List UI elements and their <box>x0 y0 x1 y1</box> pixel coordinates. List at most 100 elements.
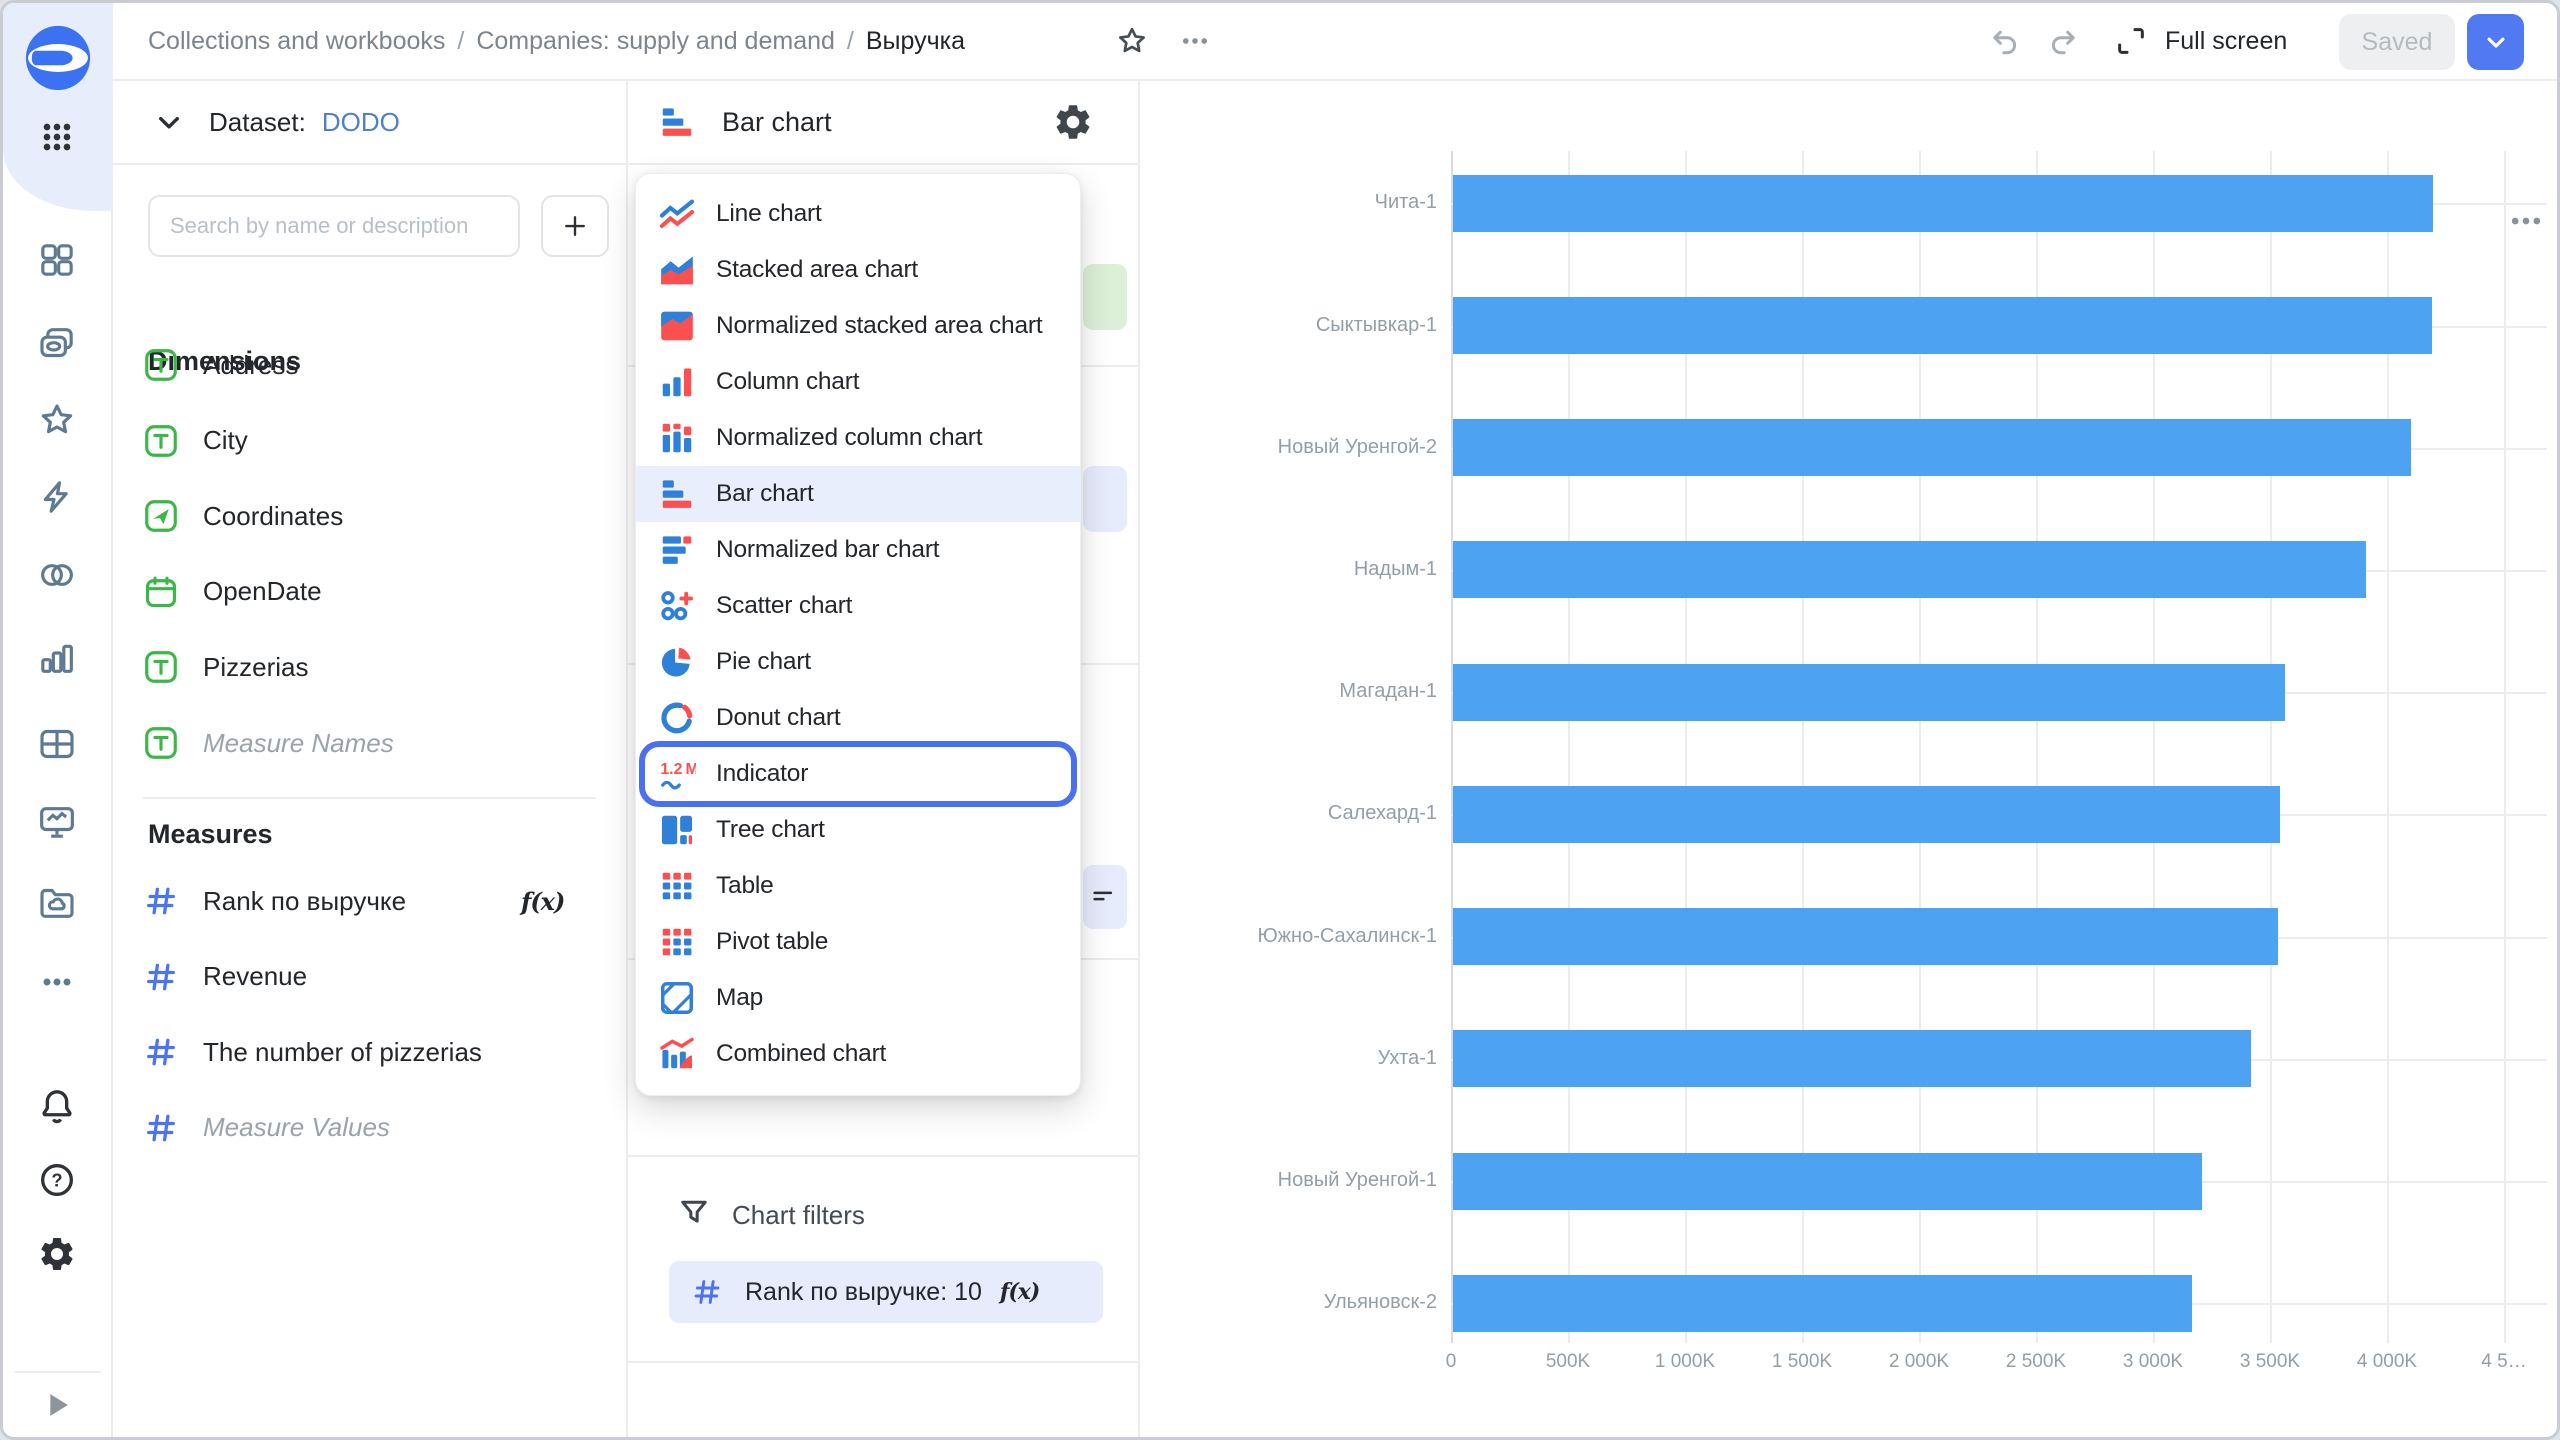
saved-button[interactable]: Saved <box>2339 14 2455 70</box>
folder-cloud-icon[interactable] <box>29 875 85 931</box>
bar-Магадан-1[interactable] <box>1453 664 2285 721</box>
menu-item-table[interactable]: Table <box>636 858 1080 914</box>
menu-item-scatter-chart[interactable]: Scatter chart <box>636 578 1080 634</box>
category-label: Ухта-1 <box>1155 1047 1437 1070</box>
search-input[interactable] <box>148 195 520 257</box>
menu-item-pie-chart[interactable]: Pie chart <box>636 634 1080 690</box>
menu-item-line-chart[interactable]: Line chart <box>636 186 1080 242</box>
bar-Сыктывкар-1[interactable] <box>1453 297 2432 354</box>
bar-Новый Уренгой-1[interactable] <box>1453 1153 2202 1210</box>
undo-icon[interactable] <box>1981 17 2029 65</box>
redo-icon[interactable] <box>2039 17 2087 65</box>
bar-Южно-Сахалинск-1[interactable] <box>1453 908 2278 965</box>
fullscreen-label[interactable]: Full screen <box>2165 3 2287 79</box>
date-field-icon <box>143 574 179 610</box>
field-item[interactable]: OpenDate <box>131 563 608 621</box>
top-bar: Collections and workbooks / Companies: sup… <box>113 3 2557 81</box>
chart-filters-header: Chart filters <box>676 1187 865 1243</box>
widgets-icon[interactable] <box>29 232 85 288</box>
menu-item-label: Normalized stacked area chart <box>716 312 1042 340</box>
number-field-icon <box>143 959 179 995</box>
filter-pill[interactable]: Rank по выручке: 10 f(x) <box>669 1261 1103 1323</box>
number-field-icon <box>143 1034 179 1070</box>
sort-pill-partial <box>1083 865 1127 929</box>
combined-chart-icon <box>658 1035 696 1073</box>
category-label: Новый Уренгой-2 <box>1155 436 1437 459</box>
chevron-down-icon[interactable] <box>151 104 187 140</box>
favorites-icon[interactable] <box>29 392 85 448</box>
save-menu-button[interactable] <box>2467 14 2524 70</box>
dataset-label: Dataset: <box>209 107 306 138</box>
datalens-logo[interactable] <box>23 23 93 93</box>
svg-text:1.2 M: 1.2 M <box>660 761 696 778</box>
chart-type-label: Bar chart <box>722 107 832 138</box>
help-icon[interactable]: ? <box>29 1152 85 1208</box>
number-field-icon <box>143 883 179 919</box>
field-item[interactable]: Rank по выручке f(x) <box>131 872 608 930</box>
menu-item-column-chart[interactable]: Column chart <box>636 354 1080 410</box>
text-field-icon <box>143 649 179 685</box>
formula-badge: f(x) <box>1000 1279 1039 1305</box>
star-icon[interactable] <box>1108 17 1156 65</box>
collections-icon[interactable] <box>29 315 85 371</box>
menu-item-map[interactable]: Map <box>636 970 1080 1026</box>
monitor-chart-icon[interactable] <box>29 794 85 850</box>
breadcrumb-segment[interactable]: Companies: supply and demand <box>476 27 835 56</box>
field-label: The number of pizzerias <box>203 1037 482 1068</box>
menu-item-donut-chart[interactable]: Donut chart <box>636 690 1080 746</box>
menu-item-pivot-table[interactable]: Pivot table <box>636 914 1080 970</box>
bar-chart-icon[interactable] <box>29 630 85 686</box>
field-item[interactable]: City <box>131 412 608 470</box>
rail-divider <box>15 1371 101 1373</box>
field-item[interactable]: The number of pizzerias <box>131 1023 608 1081</box>
field-item[interactable]: Measure Values <box>131 1099 608 1157</box>
gear-icon[interactable] <box>29 1226 85 1282</box>
bar-Надым-1[interactable] <box>1453 541 2366 598</box>
play-icon[interactable] <box>29 1377 85 1433</box>
apps-grid-icon[interactable] <box>29 109 85 165</box>
text-field-icon <box>143 423 179 459</box>
menu-item-label: Line chart <box>716 200 822 228</box>
dataset-name-link[interactable]: DODO <box>322 107 400 138</box>
donut-chart-icon <box>658 699 696 737</box>
breadcrumb-separator: / <box>847 27 854 56</box>
menu-item-bar-chart[interactable]: Bar chart <box>636 466 1080 522</box>
menu-item-indicator[interactable]: 1.2 M Indicator <box>636 746 1080 802</box>
menu-item-normalized-column-chart[interactable]: Normalized column chart <box>636 410 1080 466</box>
menu-item-stacked-area-chart[interactable]: Stacked area chart <box>636 242 1080 298</box>
pivot-table-icon <box>658 923 696 961</box>
field-item[interactable]: Measure Names <box>131 714 608 772</box>
chart-type-menu: Line chart Stacked area chart Normalized… <box>635 173 1081 1096</box>
menu-item-label: Pie chart <box>716 648 811 676</box>
field-item[interactable]: Coordinates <box>131 487 608 545</box>
linked-rings-icon[interactable] <box>29 547 85 603</box>
menu-item-combined-chart[interactable]: Combined chart <box>636 1026 1080 1082</box>
menu-item-tree-chart[interactable]: Tree chart <box>636 802 1080 858</box>
bar-Чита-1[interactable] <box>1453 175 2433 232</box>
svg-text:?: ? <box>51 1170 62 1191</box>
category-label: Южно-Сахалинск-1 <box>1155 925 1437 948</box>
more-icon[interactable] <box>1171 17 1219 65</box>
dataset-panel: Dataset: DODO Dimensions Address City Co… <box>113 81 628 1437</box>
category-label: Надым-1 <box>1155 558 1437 581</box>
menu-item-normalized-stacked-area-chart[interactable]: Normalized stacked area chart <box>636 298 1080 354</box>
bell-icon[interactable] <box>29 1078 85 1134</box>
add-field-button[interactable] <box>541 195 609 257</box>
more-dots-icon[interactable] <box>29 954 85 1010</box>
field-item[interactable]: Address <box>131 336 608 394</box>
stacked-area-chart-icon <box>658 251 696 289</box>
field-item[interactable]: Pizzerias <box>131 638 608 696</box>
gear-icon[interactable] <box>1052 101 1094 143</box>
field-item[interactable]: Revenue <box>131 948 608 1006</box>
bar-Ульяновск-2[interactable] <box>1453 1275 2192 1332</box>
menu-item-normalized-bar-chart[interactable]: Normalized bar chart <box>636 522 1080 578</box>
table-grid-icon[interactable] <box>29 716 85 772</box>
lightning-icon[interactable] <box>29 469 85 525</box>
bar-Новый Уренгой-2[interactable] <box>1453 419 2411 476</box>
table-icon <box>658 867 696 905</box>
fullscreen-icon[interactable] <box>2107 17 2155 65</box>
bar-Салехард-1[interactable] <box>1453 786 2280 843</box>
breadcrumb-segment[interactable]: Collections and workbooks <box>148 27 445 56</box>
bar-Ухта-1[interactable] <box>1453 1030 2251 1087</box>
formula-badge: f(x) <box>521 887 564 916</box>
